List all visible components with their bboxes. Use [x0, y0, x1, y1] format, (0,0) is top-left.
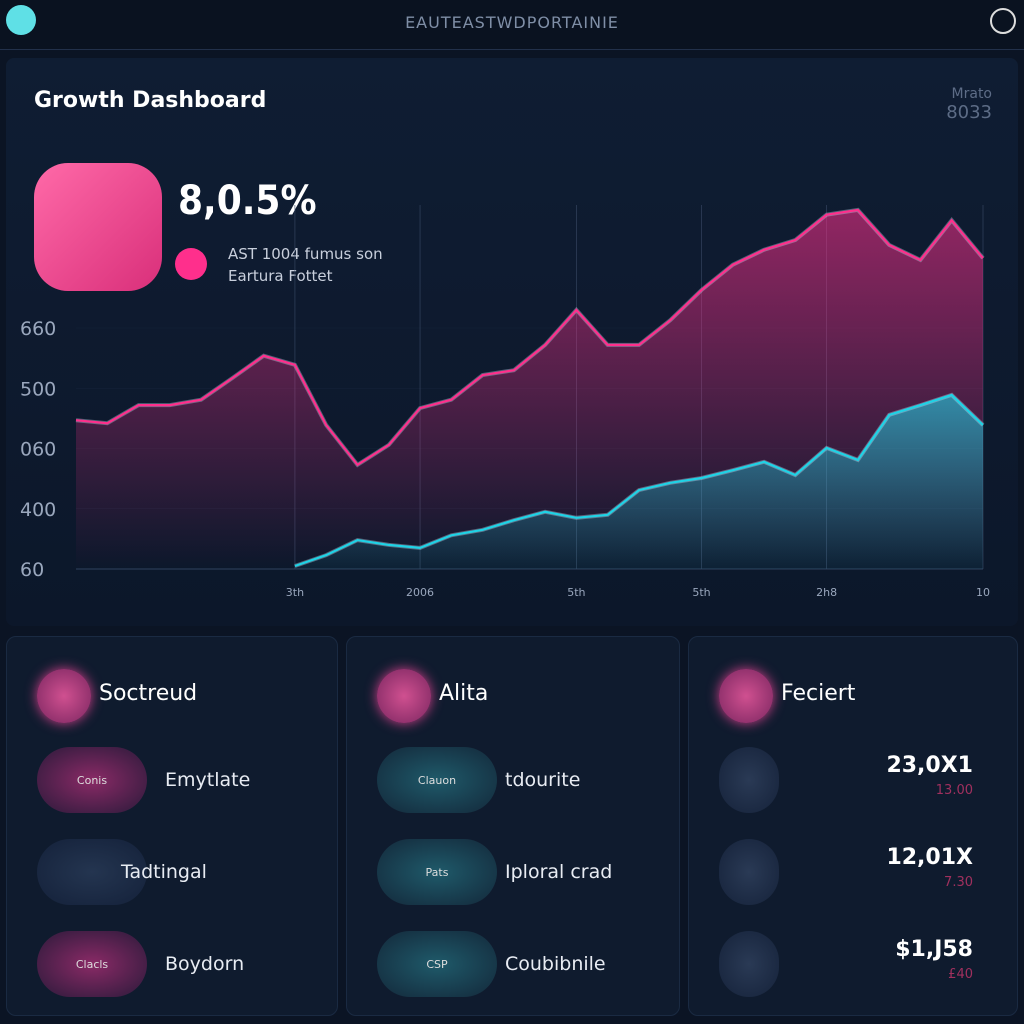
y-tick-label: 500	[20, 378, 56, 400]
x-tick-label: 10	[976, 586, 990, 599]
card-title: Soctreud	[99, 681, 198, 706]
card-title: Feciert	[781, 681, 856, 706]
stat-line: AST 1004 fumus son	[228, 245, 383, 263]
row-sub: £40	[948, 967, 973, 982]
row-sub: 13.00	[935, 783, 973, 798]
card-icon	[377, 669, 431, 723]
panel-title: Growth Dashboard	[34, 88, 267, 113]
stat-line: Eartura Fottet	[228, 267, 333, 285]
card-icon	[719, 669, 773, 723]
card-title: Alita	[439, 681, 489, 706]
badge: Clauon	[377, 747, 497, 813]
logo[interactable]	[6, 5, 36, 35]
area	[294, 394, 983, 569]
stat-dot	[175, 248, 207, 280]
badge	[719, 747, 779, 813]
y-tick-label: 060	[20, 439, 56, 461]
corner-info: Mrato 8033	[946, 86, 992, 123]
y-tick-label: 660	[20, 318, 56, 340]
x-tick-label: 2006	[406, 586, 434, 599]
card: Alita Clauon tdourite Pats Iploral crad CSP Co…	[346, 636, 680, 1016]
line	[75, 208, 984, 467]
row-label: Coubibnile	[505, 953, 606, 975]
badge	[37, 839, 147, 905]
list-row[interactable]: CSP Coubibnile	[377, 931, 657, 1001]
badge	[719, 839, 779, 905]
list-row[interactable]: Clauon tdourite	[377, 747, 657, 817]
row-label: Emytlate	[165, 769, 251, 791]
badge	[719, 931, 779, 997]
x-tick-label: 2h8	[816, 586, 837, 599]
badge: Pats	[377, 839, 497, 905]
list-row[interactable]: 23,0X1 13.00	[719, 747, 999, 817]
check-button[interactable]	[990, 8, 1016, 34]
list-row[interactable]: Clacls Boydorn	[37, 931, 317, 1001]
row-label: tdourite	[505, 769, 581, 791]
row-label: Iploral crad	[505, 861, 613, 883]
list-row[interactable]: Pats Iploral crad	[377, 839, 657, 909]
line	[294, 393, 984, 568]
row-sub: 7.30	[944, 875, 973, 890]
y-tick-label: 60	[20, 559, 44, 581]
x-tick-label: 3th	[286, 586, 304, 599]
corner-label: Mrato	[951, 86, 992, 102]
card: Feciert 23,0X1 13.00 12,01X 7.30 $1,J58 £40	[688, 636, 1018, 1016]
row-value: 23,0X1	[886, 753, 973, 778]
card-icon	[37, 669, 91, 723]
x-tick-label: 5th	[567, 586, 585, 599]
list-row[interactable]: Conis Emytlate	[37, 747, 317, 817]
badge: Conis	[37, 747, 147, 813]
y-tick-label: 400	[20, 499, 56, 521]
chart: 660 500 060 400 60 3th 2006 5th 5th 2h8 10	[20, 205, 990, 599]
header-title: EAUTEASTWDPORTAINIE	[405, 13, 619, 32]
row-label: Boydorn	[165, 953, 245, 975]
badge: CSP	[377, 931, 497, 997]
row-label: Tadtingal	[121, 861, 207, 883]
stat: 8,0.5%	[178, 178, 317, 224]
row-value: 12,01X	[886, 845, 973, 870]
card: Soctreud Conis Emytlate Tadtingal Clacls Boyd…	[6, 636, 338, 1016]
list-row[interactable]: Tadtingal	[37, 839, 317, 909]
row-value: $1,J58	[895, 937, 973, 962]
corner-value: 8033	[946, 102, 992, 123]
header: EAUTEASTWDPORTAINIE	[0, 0, 1024, 50]
x-tick-label: 5th	[692, 586, 710, 599]
list-row[interactable]: 12,01X 7.30	[719, 839, 999, 909]
stat-icon	[34, 163, 162, 291]
list-row[interactable]: $1,J58 £40	[719, 931, 999, 1001]
badge: Clacls	[37, 931, 147, 997]
